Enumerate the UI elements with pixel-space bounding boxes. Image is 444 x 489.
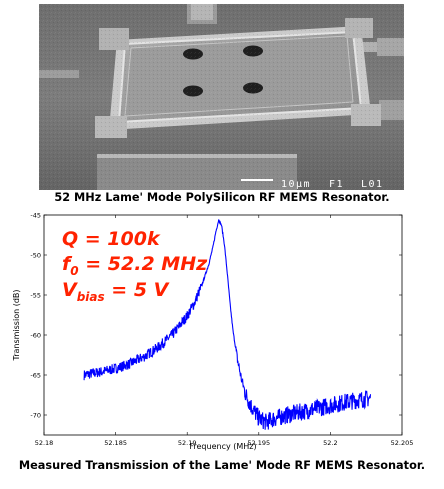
x-tick-label: 52.205 [391, 439, 414, 447]
y-tick-label: -70 [30, 411, 41, 419]
resonant-frequency-annotation: f0 = 52.2 MHz [62, 253, 208, 278]
x-axis-label: Frequency (MHz) [189, 442, 256, 451]
y-tick-label: -55 [30, 291, 41, 299]
x-tick-label: 52.185 [104, 439, 127, 447]
q-factor-annotation: Q = 100k [62, 228, 161, 250]
figure-caption-bottom: Measured Transmission of the Lame' Mode … [18, 459, 426, 472]
y-tick-label: -50 [30, 251, 41, 259]
figure-caption-top: 52 MHz Lame' Mode PolySilicon RF MEMS Re… [54, 191, 390, 204]
detector-label: F1 [329, 179, 344, 190]
scale-bar-label: 10μm [281, 179, 311, 190]
y-tick-label: -45 [30, 211, 41, 219]
y-axis-label: Transmission (dB) [12, 289, 21, 361]
transmission-series-line [83, 219, 372, 430]
x-tick-label: 52.195 [247, 439, 270, 447]
image-index-label: L01 [361, 179, 384, 190]
x-tick-label: 52.2 [323, 439, 337, 447]
y-tick-label: -65 [30, 371, 41, 379]
bias-voltage-annotation: Vbias = 5 V [62, 279, 170, 304]
y-tick-label: -60 [30, 331, 41, 339]
sem-micrograph: 10μm F1 L01 [39, 4, 404, 190]
x-tick-label: 52.18 [35, 439, 54, 447]
transmission-chart: 52.18 52.185 52.19 52.195 52.2 52.205 -45 -50 -5… [12, 211, 414, 451]
x-tick-label: 52.19 [178, 439, 197, 447]
